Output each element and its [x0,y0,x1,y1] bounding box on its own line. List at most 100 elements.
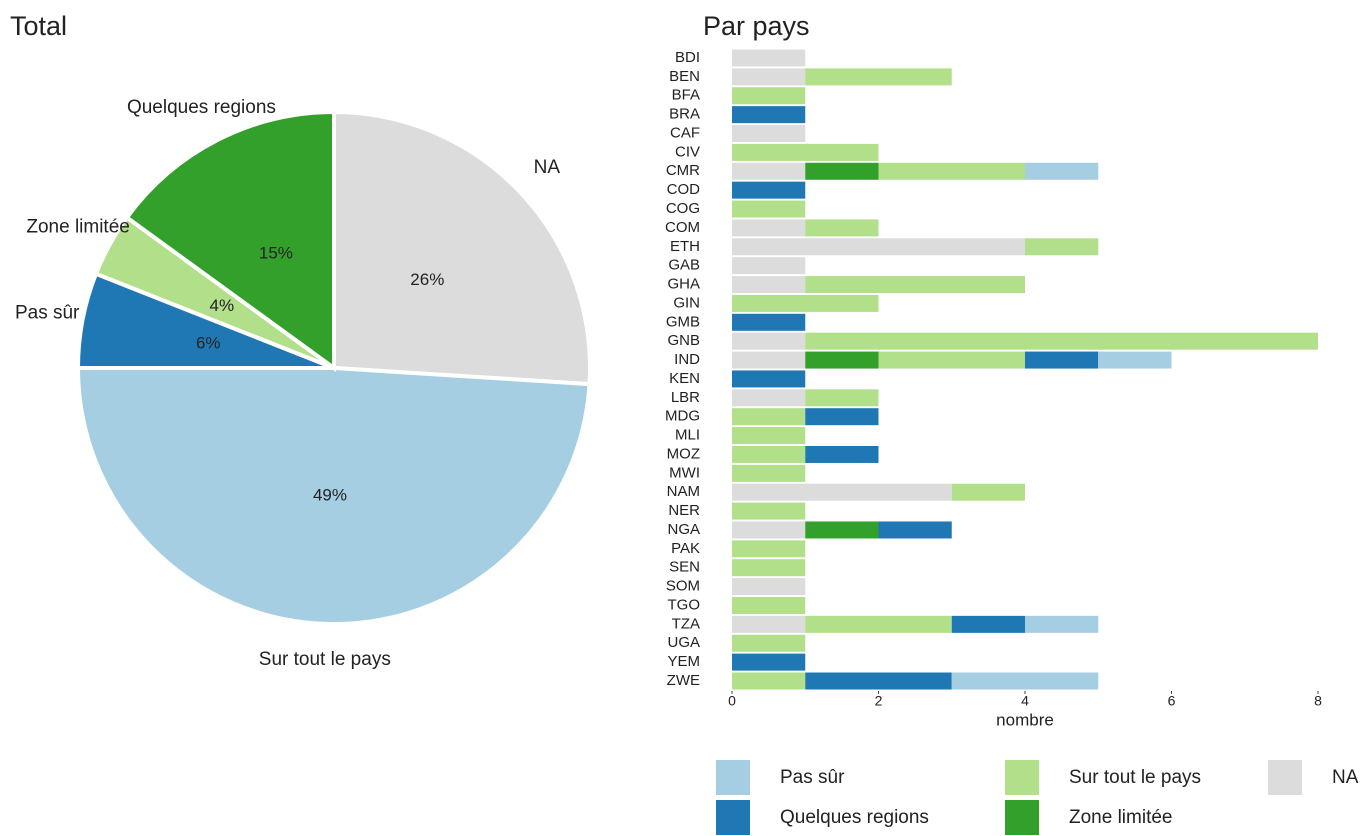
bar-segment [732,578,806,596]
bar-segment [732,653,806,671]
bar-segment [732,125,806,143]
bar-segment [805,445,879,463]
bar-segment [805,521,879,539]
bar-segment [732,162,806,180]
bar-segment [732,257,806,275]
y-tick-label: MWI [669,464,700,481]
legend-label: Sur tout le pays [1069,767,1201,788]
bar-segment [732,559,806,577]
pie-value-label: 4% [210,296,235,315]
bar-segment [732,540,806,558]
y-tick-label: COM [665,219,700,236]
bar-segment [732,464,806,482]
x-tick-label: 0 [728,693,736,709]
chart-title: Total [10,11,67,41]
pie-label: Pas sûr [15,302,80,323]
bar-segment [805,332,1318,350]
bar-segment [732,181,806,199]
y-tick-label: COD [667,181,701,198]
chart-title: Par pays [703,11,810,41]
legend-label: Quelques regions [780,807,929,828]
bar-segment [951,483,1025,501]
y-tick-label: GIN [673,294,700,311]
y-tick-label: GAB [668,257,700,274]
legend-label: NA [1332,767,1359,788]
pie-value-label: 6% [196,333,221,352]
y-tick-label: NER [668,502,700,519]
y-tick-label: BFA [672,87,700,104]
y-tick-label: NGA [667,521,700,538]
bar-segment [1025,238,1099,256]
pie-label: Sur tout le pays [259,649,391,670]
bar-segment [878,351,1025,369]
bar-segment [732,238,1025,256]
x-tick-label: 2 [875,693,883,709]
bar-segment [732,502,806,520]
x-tick-label: 6 [1168,693,1176,709]
bar-segment [732,521,806,539]
legend-key [1005,760,1039,795]
bar-segment [805,162,879,180]
bar-segment [805,672,952,690]
bar-segment [951,615,1025,633]
bar-segment [732,294,879,312]
bar-segment [805,219,879,237]
y-tick-label: CIV [675,143,700,160]
y-tick-label: LBR [671,389,700,406]
bar-segment [878,162,1025,180]
y-tick-label: BDI [675,49,700,66]
bar-segment [732,370,806,388]
bar-segment [805,615,952,633]
bar-segment [732,672,806,690]
pie-value-label: 15% [259,243,293,262]
bar-segment [732,445,806,463]
y-tick-label: ETH [670,238,700,255]
bar-segment [732,143,879,161]
pie-slice [75,366,592,626]
bar-segment [732,351,806,369]
bar-segment [732,596,806,614]
bar-segment [1098,351,1172,369]
pie-label: NA [534,157,561,178]
bar-segment [805,389,879,407]
bar-segment [732,408,806,426]
bar-segment [732,276,806,294]
y-tick-label: KEN [669,370,700,387]
bar-segment [805,68,952,86]
y-tick-label: SOM [666,578,700,595]
y-tick-label: TGO [668,596,701,613]
y-tick-label: GNB [667,332,700,349]
bar-segment [732,615,806,633]
legend-key [716,760,750,795]
pie-slice [332,109,592,387]
bar-segment [878,521,952,539]
y-tick-label: COG [666,200,700,217]
y-tick-label: BRA [669,106,700,123]
bar-segment [1025,351,1099,369]
y-tick-label: PAK [671,540,700,557]
y-tick-label: YEM [667,653,700,670]
bar-segment [805,408,879,426]
y-tick-label: NAM [667,483,700,500]
pie-label: Quelques regions [127,97,276,118]
bar-segment [732,68,806,86]
y-tick-label: MOZ [667,445,700,462]
y-tick-label: TZA [672,615,700,632]
x-axis-label: nombre [996,710,1054,729]
pie-value-label: 49% [313,485,347,504]
y-tick-label: MDG [665,408,700,425]
bar-segment [732,87,806,105]
bar-segment [732,49,806,67]
y-tick-label: IND [674,351,700,368]
x-tick-label: 8 [1314,693,1322,709]
legend-label: Pas sûr [780,767,845,788]
pie-label: Zone limitée [26,216,130,237]
y-tick-label: CMR [666,162,700,179]
bar-segment [732,427,806,445]
y-tick-label: MLI [675,427,700,444]
bar-segment [732,634,806,652]
y-tick-label: ZWE [667,672,700,689]
pie-slice [124,109,336,372]
